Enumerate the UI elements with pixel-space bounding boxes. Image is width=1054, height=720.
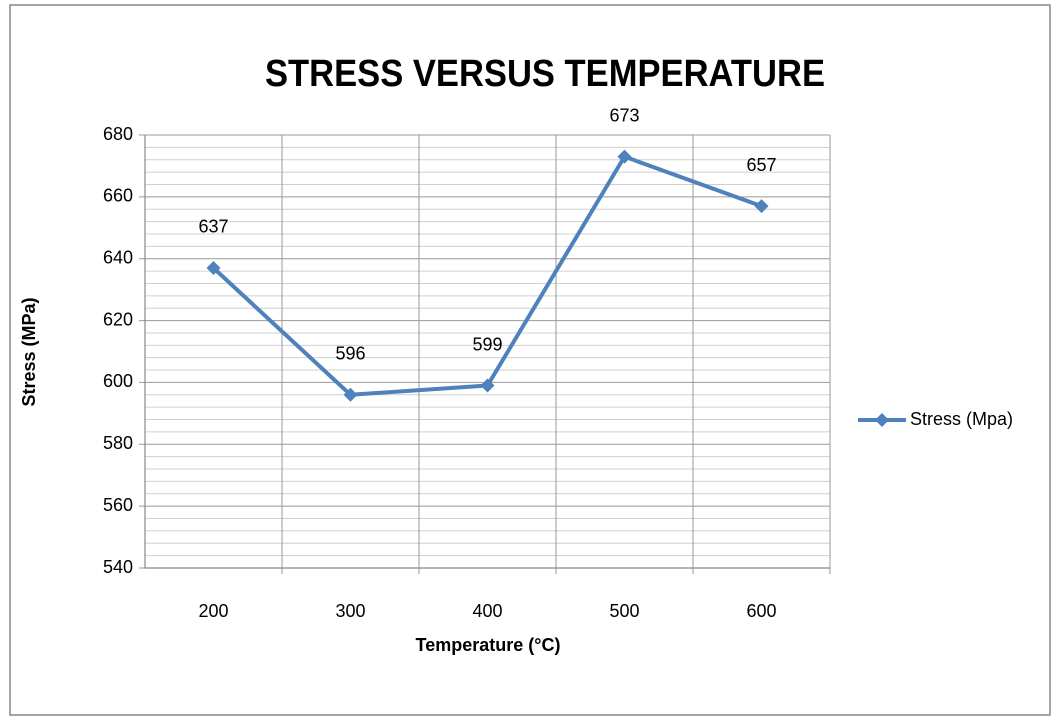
x-tick-label: 500 <box>609 601 639 621</box>
data-label: 599 <box>472 334 502 354</box>
marker <box>754 199 769 214</box>
y-tick-label: 640 <box>103 247 133 267</box>
chart-title: STRESS VERSUS TEMPERATURE <box>265 53 825 95</box>
chart-border <box>9 4 1051 716</box>
marker <box>617 149 632 164</box>
data-label: 637 <box>198 217 228 237</box>
x-tick-label: 300 <box>335 601 365 621</box>
data-label: 657 <box>746 155 776 175</box>
y-axis-label: Stress (MPa) <box>19 297 39 406</box>
marker <box>206 260 221 275</box>
marker <box>480 378 495 393</box>
y-tick-label: 680 <box>103 124 133 144</box>
y-tick-label: 560 <box>103 495 133 515</box>
x-tick-label: 400 <box>472 601 502 621</box>
y-tick-label: 600 <box>103 371 133 391</box>
y-tick-label: 620 <box>103 309 133 329</box>
legend-label: Stress (Mpa) <box>910 409 1013 429</box>
x-tick-label: 600 <box>746 601 776 621</box>
y-tick-label: 580 <box>103 433 133 453</box>
y-tick-label: 660 <box>103 186 133 206</box>
y-tick-label: 540 <box>103 557 133 577</box>
data-label: 596 <box>335 344 365 364</box>
legend-marker <box>875 413 889 427</box>
marker <box>343 387 358 402</box>
data-label: 673 <box>609 105 639 125</box>
x-axis-label: Temperature (°C) <box>416 635 561 655</box>
x-tick-label: 200 <box>198 601 228 621</box>
